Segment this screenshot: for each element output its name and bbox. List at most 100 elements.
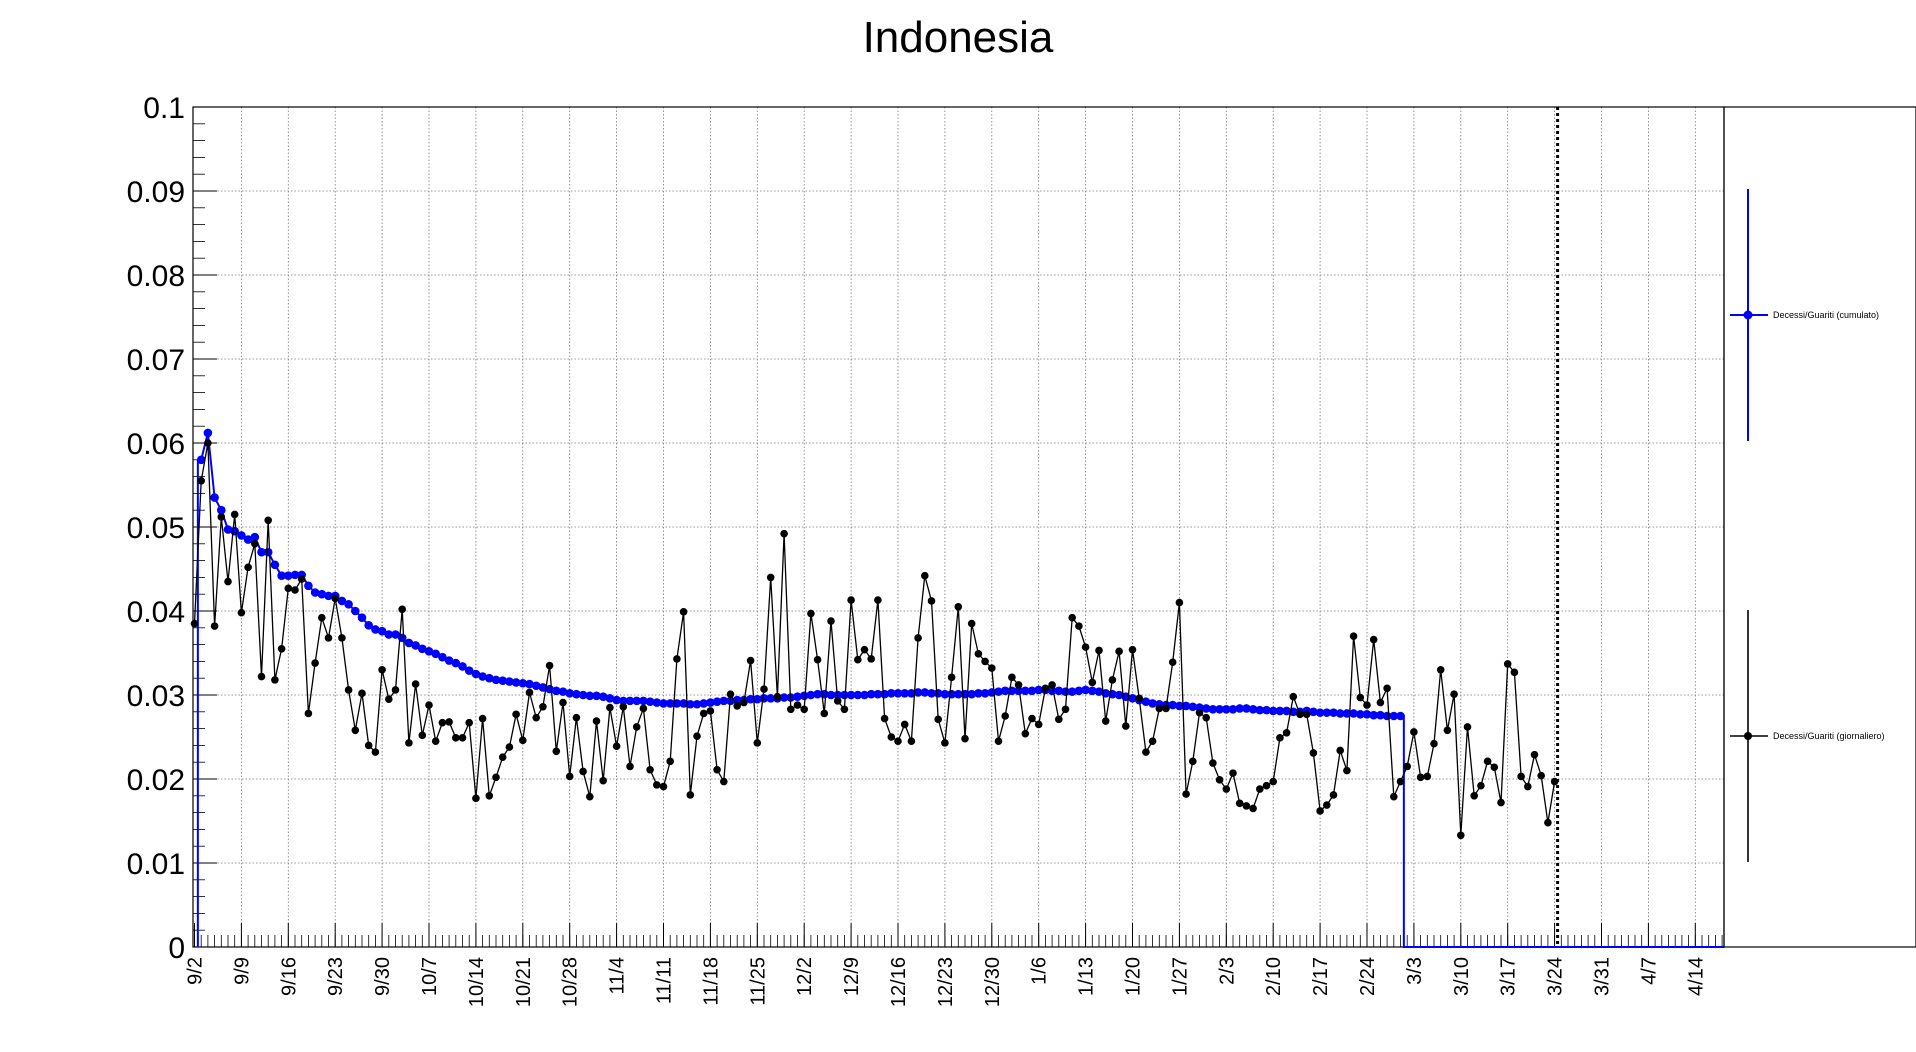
- daily-point: [941, 739, 949, 747]
- cumulative-point: [210, 493, 219, 502]
- cumulative-point: [974, 689, 983, 698]
- daily-point: [1162, 704, 1170, 713]
- daily-point: [1329, 791, 1338, 799]
- daily-point: [592, 717, 601, 725]
- daily-point: [405, 739, 413, 747]
- cumulative-point: [1128, 694, 1137, 703]
- cumulative-point: [250, 532, 260, 542]
- daily-point: [746, 656, 755, 665]
- daily-point: [431, 737, 440, 745]
- cumulative-point: [243, 535, 253, 544]
- cumulative-point: [304, 581, 313, 591]
- daily-point: [505, 743, 514, 751]
- cumulative-point: [458, 662, 467, 671]
- cumulative-point: [846, 690, 856, 700]
- cumulative-point: [1376, 710, 1385, 720]
- x-tick-label: 1/6: [1029, 957, 1051, 985]
- y-tick-label: 0.01: [127, 848, 185, 881]
- daily-point: [1530, 750, 1539, 759]
- y-tick-label: 0: [168, 932, 185, 965]
- x-tick-label: 9/16: [278, 957, 300, 996]
- daily-point: [766, 573, 775, 582]
- cumulative-point: [980, 689, 990, 698]
- daily-point: [1148, 737, 1157, 745]
- cumulative-point: [1034, 685, 1043, 695]
- x-tick-label: 10/28: [560, 957, 582, 1007]
- daily-point: [217, 513, 226, 521]
- cumulative-point: [558, 687, 568, 696]
- cumulative-point: [699, 699, 708, 708]
- x-tick-label: 1/20: [1123, 957, 1145, 996]
- cumulative-point: [1000, 686, 1010, 696]
- daily-point: [1343, 766, 1351, 775]
- cumulative-point: [612, 695, 621, 705]
- x-tick-label: 10/7: [419, 957, 441, 996]
- cumulative-point: [277, 571, 286, 581]
- x-tick-label: 9/23: [325, 957, 347, 996]
- cumulative-point: [853, 690, 863, 700]
- cumulative-point: [592, 691, 601, 701]
- x-tick-label: 11/11: [654, 957, 676, 1004]
- cumulative-point: [485, 673, 494, 683]
- y-tick-label: 0.03: [127, 680, 185, 713]
- daily-point: [632, 723, 641, 731]
- cumulative-point: [284, 571, 293, 581]
- daily-point: [472, 794, 480, 803]
- cumulative-point: [813, 689, 822, 699]
- daily-point: [867, 655, 875, 663]
- x-tick-label: 12/2: [794, 957, 816, 996]
- cumulative-point: [1188, 702, 1198, 712]
- daily-point: [324, 634, 333, 642]
- daily-point: [271, 676, 279, 684]
- daily-point: [1182, 790, 1190, 798]
- daily-point: [1416, 773, 1425, 782]
- daily-point: [478, 714, 487, 723]
- cumulative-point: [371, 625, 380, 634]
- cumulative-point: [1014, 686, 1023, 696]
- daily-point: [847, 596, 855, 604]
- x-tick-label: 1/13: [1076, 957, 1098, 996]
- daily-point: [619, 702, 628, 711]
- daily-point: [880, 714, 889, 723]
- daily-point: [1483, 757, 1492, 766]
- cumulative-point: [585, 691, 595, 701]
- cumulative-point: [491, 675, 501, 685]
- daily-point: [733, 702, 741, 710]
- daily-point: [1470, 792, 1478, 800]
- y-tick-label: 0.02: [127, 764, 185, 797]
- x-tick-label: 9/2: [185, 957, 207, 985]
- daily-point: [1390, 792, 1398, 801]
- daily-point: [565, 772, 574, 781]
- daily-point: [251, 540, 259, 548]
- grid: [193, 107, 1724, 947]
- daily-point: [358, 689, 366, 698]
- cumulative-point: [887, 689, 896, 698]
- daily-point: [1142, 748, 1150, 756]
- cumulative-point: [940, 689, 950, 699]
- cumulative-point: [1309, 707, 1318, 717]
- daily-point: [512, 710, 520, 719]
- daily-point: [954, 603, 963, 611]
- cumulative-point: [652, 698, 662, 707]
- cumulative-point: [451, 658, 461, 668]
- daily-point: [1396, 777, 1405, 786]
- cumulative-point: [954, 689, 963, 699]
- cumulative-point: [1141, 697, 1151, 707]
- cumulative-point: [1389, 711, 1399, 721]
- daily-point: [378, 666, 386, 674]
- daily-point: [1041, 684, 1050, 693]
- daily-point: [1436, 666, 1445, 674]
- cumulative-point: [511, 678, 521, 687]
- cumulative-point: [337, 596, 347, 606]
- legend-box: [1723, 106, 1916, 948]
- daily-point: [1316, 807, 1324, 815]
- cumulative-point: [706, 698, 715, 707]
- daily-point: [1410, 728, 1418, 736]
- cumulative-point: [692, 699, 702, 709]
- cumulative-point: [679, 699, 688, 708]
- x-tick-label: 3/3: [1404, 957, 1426, 985]
- daily-point: [224, 577, 232, 586]
- cumulative-point: [424, 647, 434, 656]
- cumulative-point: [478, 672, 487, 681]
- cumulative-point: [1067, 687, 1077, 696]
